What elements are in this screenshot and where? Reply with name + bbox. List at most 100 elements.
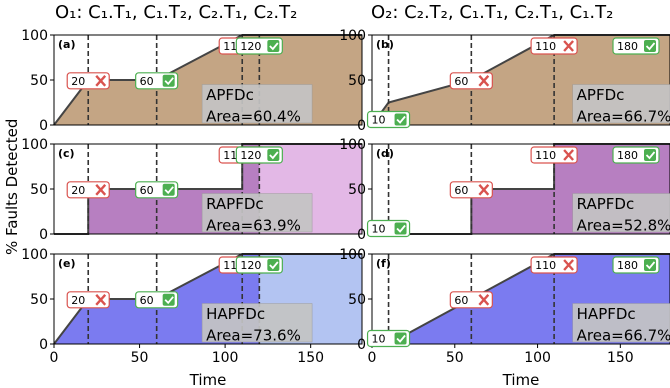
area-value-label: Area=73.6% [206, 326, 301, 344]
panel-letter: (d) [376, 147, 394, 160]
panel-b: 0 50 100 (b) APFDc Area=66.7% 10 60 110 180 [339, 28, 670, 134]
check-icon-mark [396, 334, 406, 343]
check-icon-mark [645, 261, 656, 270]
test-marker-badge: 180 [612, 256, 660, 274]
test-marker-badge: 60 [135, 72, 179, 90]
panel-letter: (b) [376, 38, 394, 51]
check-icon [267, 149, 280, 161]
x-tick-label: 100 [212, 350, 239, 366]
test-marker-badge: 110 [530, 146, 578, 164]
check-icon-mark [396, 115, 406, 124]
right-column-title: O₂: C₂.T₂, C₁.T₁, C₂.T₁, C₁.T₂ [371, 2, 614, 23]
test-marker-badge: 20 [66, 291, 110, 309]
check-icon [162, 183, 175, 196]
check-icon-mark [269, 261, 279, 270]
check-icon [162, 293, 175, 306]
test-marker-badge: 10 [366, 219, 411, 238]
badge-label: 20 [71, 184, 85, 197]
badge-label: 120 [240, 149, 261, 162]
check-icon [394, 332, 407, 345]
cross-icon [478, 293, 490, 306]
panel-letter: (e) [58, 257, 76, 270]
badge-label: 180 [617, 259, 638, 272]
badge-label: 20 [71, 294, 85, 307]
y-tick-label: 50 [30, 292, 48, 308]
y-tick-label: 50 [348, 73, 366, 89]
check-icon-mark [164, 77, 174, 86]
check-icon-mark [164, 296, 174, 305]
area-value-label: Area=60.4% [206, 107, 301, 125]
check-icon-mark [645, 42, 656, 51]
check-icon [394, 113, 407, 126]
y-tick-label: 100 [21, 247, 48, 263]
test-marker-badge: 110 [530, 256, 578, 274]
badge-label: 60 [454, 294, 468, 307]
cross-icon [563, 149, 575, 161]
x-axis-label-right: Time [502, 371, 540, 388]
badge-label: 120 [240, 40, 261, 53]
check-icon [644, 40, 656, 52]
metric-label: APFDc [577, 86, 625, 104]
y-tick-label: 0 [357, 227, 366, 243]
cross-icon [478, 74, 490, 87]
cross-icon [563, 259, 575, 271]
area-value-label: Area=63.9% [206, 216, 301, 234]
check-icon [644, 149, 656, 161]
check-icon [644, 259, 656, 271]
badge-label: 60 [454, 75, 468, 88]
y-tick-label: 0 [39, 227, 48, 243]
badge-label: 10 [372, 223, 386, 236]
check-icon-mark [164, 186, 174, 195]
badge-label: 180 [617, 40, 638, 53]
x-tick-label: 100 [524, 350, 551, 366]
y-tick-label: 100 [339, 28, 366, 44]
y-tick-label: 0 [39, 118, 48, 134]
test-marker-badge: 120 [235, 146, 283, 164]
panel-letter: (a) [58, 38, 75, 51]
y-tick-label: 100 [339, 137, 366, 153]
area-value-label: Area=66.7% [577, 107, 670, 125]
badge-label: 110 [535, 149, 556, 162]
metric-label: RAPFDc [577, 195, 635, 213]
y-tick-label: 0 [357, 337, 366, 353]
check-icon [394, 222, 407, 235]
x-tick-label: 50 [131, 350, 149, 366]
y-tick-label: 0 [357, 118, 366, 134]
check-icon [267, 259, 280, 271]
x-axis-label-left: Time [189, 371, 227, 388]
test-marker-badge: 60 [135, 291, 179, 309]
area-label-box [572, 84, 670, 124]
badge-label: 120 [240, 259, 261, 272]
test-marker-badge: 60 [135, 181, 179, 199]
area-label-box [572, 193, 670, 233]
x-tick-label: 50 [446, 350, 464, 366]
metric-label: HAPFDc [206, 305, 265, 323]
check-icon-mark [396, 224, 406, 233]
test-marker-badge: 60 [449, 181, 493, 199]
test-marker-badge: 20 [66, 72, 110, 90]
badge-label: 20 [71, 75, 85, 88]
cross-icon [478, 183, 490, 196]
check-icon-mark [645, 151, 656, 160]
test-marker-badge: 60 [449, 291, 493, 309]
panel-letter: (c) [58, 147, 75, 160]
panel-letter: (f) [376, 257, 391, 270]
x-tick-label: 0 [368, 350, 377, 366]
metric-label: APFDc [206, 86, 254, 104]
check-icon [267, 40, 280, 52]
badge-label: 10 [372, 114, 386, 127]
badge-label: 60 [140, 294, 154, 307]
test-marker-badge: 120 [235, 256, 283, 274]
badge-label: 60 [140, 184, 154, 197]
area-label-box [201, 193, 313, 233]
cross-icon [95, 183, 107, 196]
test-marker-badge: 10 [366, 329, 411, 348]
x-tick-label: 0 [50, 350, 59, 366]
cross-icon [563, 40, 575, 52]
badge-label: 180 [617, 149, 638, 162]
metric-label: HAPFDc [577, 305, 636, 323]
test-marker-badge: 10 [366, 110, 411, 129]
left-column-title: O₁: C₁.T₁, C₁.T₂, C₂.T₁, C₂.T₂ [55, 2, 298, 23]
badge-label: 10 [372, 333, 386, 346]
